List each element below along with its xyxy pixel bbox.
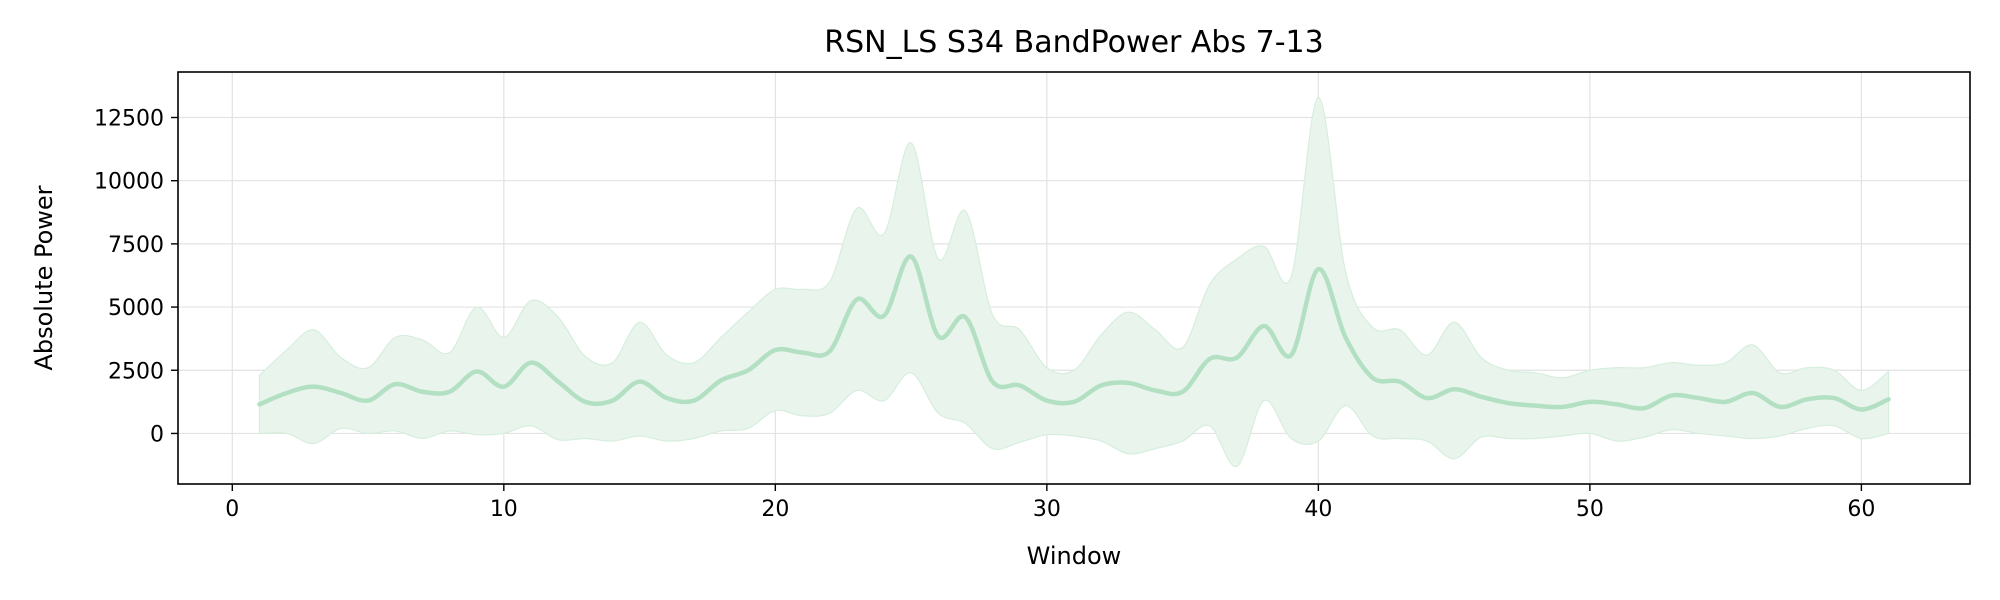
x-tick-label: 10 xyxy=(490,497,518,522)
axis-ticks: 0 10 20 30 40 50 60 0 2500 5000 7500 10000 12500 xyxy=(94,106,1875,522)
y-tick-label: 7500 xyxy=(108,233,164,258)
plot-frame xyxy=(177,71,1971,485)
y-tick-label: 10000 xyxy=(94,170,164,195)
x-axis-label: Window xyxy=(1027,542,1122,570)
x-tick-label: 60 xyxy=(1847,497,1875,522)
y-tick-label: 5000 xyxy=(108,296,164,321)
series-range-band xyxy=(258,96,1890,467)
y-tick-label: 2500 xyxy=(108,359,164,384)
x-tick-label: 50 xyxy=(1576,497,1604,522)
x-tick-label: 30 xyxy=(1033,497,1061,522)
x-tick-label: 20 xyxy=(761,497,789,522)
y-axis-label: Absolute Power xyxy=(30,185,58,370)
y-tick-label: 12500 xyxy=(94,106,164,131)
x-tick-label: 0 xyxy=(225,497,239,522)
y-tick-label: 0 xyxy=(150,422,164,447)
series-line xyxy=(257,254,1891,412)
chart-title: RSN_LS S34 BandPower Abs 7-13 xyxy=(824,25,1323,60)
x-tick-label: 40 xyxy=(1304,497,1332,522)
